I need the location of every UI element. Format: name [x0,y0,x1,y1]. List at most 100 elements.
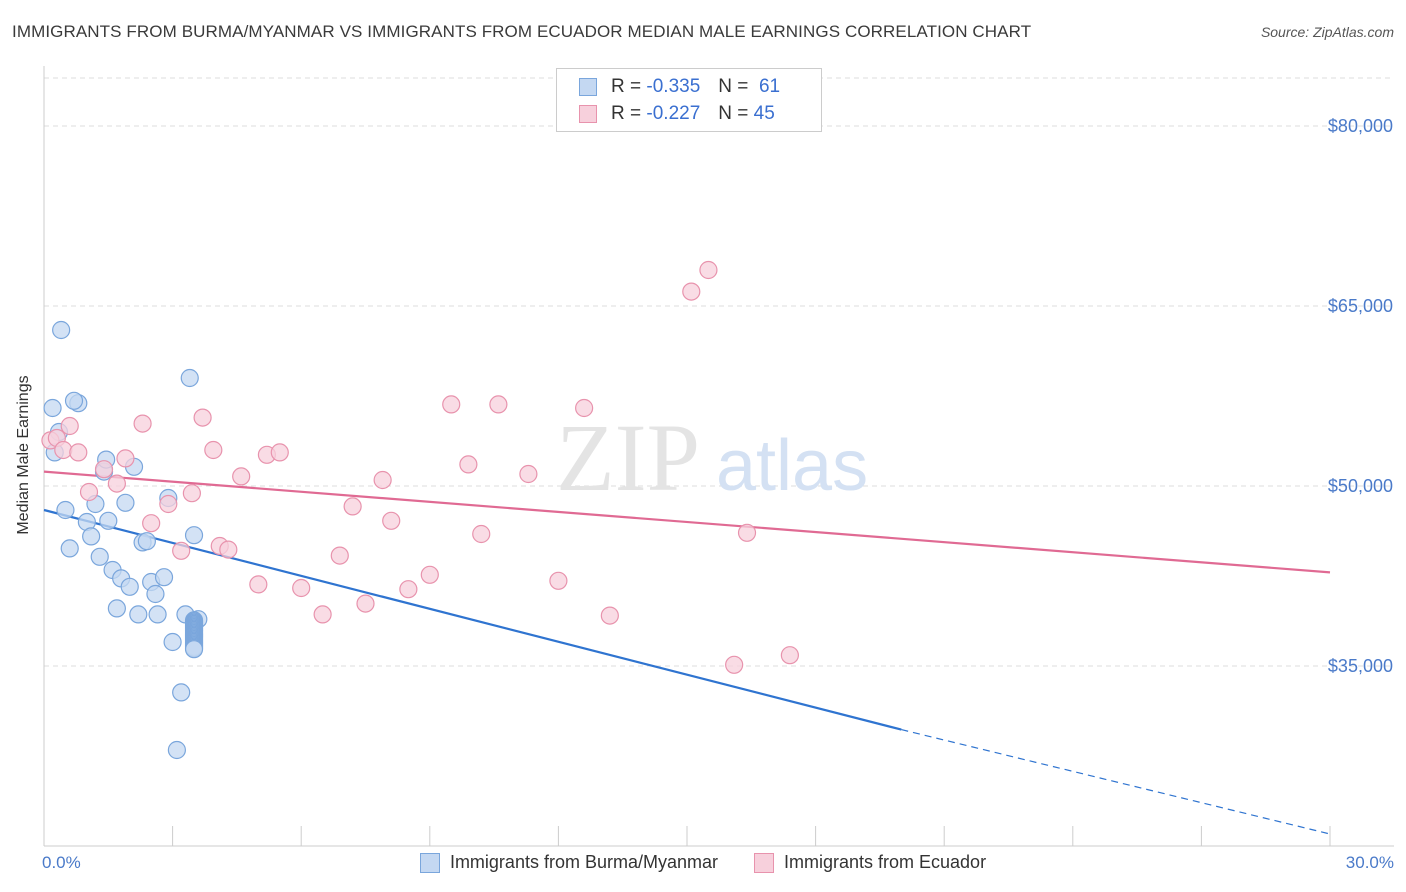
point-ecuador [420,565,439,584]
point-ecuador [343,497,362,516]
point-burma [146,584,165,604]
point-burma [90,547,109,566]
legend-r-label: R = [611,76,642,97]
point-burma [129,605,148,624]
legend-swatch-pink [579,105,597,123]
point-ecuador [699,260,718,280]
trendline-burma [43,508,902,731]
stats-legend: R = -0.335 N = 61 R = -0.227 N = 45 [556,68,822,132]
legend-swatch-pink [754,852,774,873]
legend-item-burma: Immigrants from Burma/Myanmar [419,852,718,873]
trend-lines [43,470,1331,835]
point-ecuador [60,416,79,436]
point-ecuador [116,449,135,468]
point-ecuador [575,398,594,418]
point-ecuador [356,594,375,613]
point-ecuador [54,440,73,460]
watermark-atlas: atlas [716,426,868,506]
legend-swatch-blue [419,852,440,873]
legend-n-value: 61 [758,76,781,97]
watermark-zip: ZIP [556,404,700,511]
point-ecuador [459,455,478,474]
point-ecuador [249,575,268,594]
point-ecuador [549,571,568,590]
point-ecuador [519,464,538,484]
tick-labels: $35,000 $50,000 $65,000 $80,000 0.0% 30.0% [42,116,1394,872]
point-ecuador [382,511,401,530]
point-burma [56,500,75,520]
point-burma [60,539,79,558]
data-points [41,260,799,760]
trendline-ecuador [43,470,1331,574]
point-ecuador [313,605,332,624]
point-ecuador [182,484,201,503]
legend-item-ecuador: Immigrants from Ecuador [754,852,986,873]
point-ecuador [725,655,744,674]
point-burma [120,577,139,596]
point-ecuador [472,524,491,544]
point-ecuador [204,440,223,460]
series-legend: Immigrants from Burma/Myanmar Immigrants… [0,852,1406,873]
legend-row-ecuador: R = -0.227 N = 45 [579,102,775,126]
x-tick-label: 30.0% [1346,853,1394,872]
x-tick-label: 0.0% [42,853,81,872]
legend-r-value: -0.227 [646,103,701,124]
point-burma [184,526,204,545]
point-ecuador [172,541,191,560]
point-ecuador [107,474,126,493]
point-burma [116,493,135,512]
watermark: ZIP atlas [556,404,868,511]
point-burma [82,527,101,546]
legend-label-ecuador: Immigrants from Ecuador [784,852,987,872]
y-tick-label: $50,000 [1328,476,1393,496]
gridlines [44,77,1394,667]
legend-label-burma: Immigrants from Burma/Myanmar [449,852,718,872]
point-burma [43,398,62,418]
legend-n-value: 45 [753,103,775,124]
legend-n-label: N = [718,103,749,124]
point-ecuador [442,395,461,414]
point-ecuador [489,395,508,414]
point-burma [180,368,199,388]
point-ecuador [94,460,114,479]
point-ecuador [270,443,289,462]
y-tick-label: $65,000 [1328,296,1393,316]
y-tick-label: $35,000 [1328,656,1393,676]
y-tick-label: $80,000 [1328,116,1393,136]
axes [43,66,1394,847]
point-burma [107,599,126,618]
point-burma [154,568,174,587]
point-ecuador [133,414,152,433]
legend-row-burma: R = -0.335 N = 61 [579,75,780,99]
point-ecuador [737,523,757,542]
point-ecuador [232,467,251,486]
point-ecuador [780,646,799,665]
trendline-burma-extension [901,729,1331,835]
point-ecuador [219,540,238,559]
point-ecuador [69,443,88,462]
point-burma [64,391,84,410]
point-burma [184,640,204,659]
chart-source: Source: ZipAtlas.com [1260,24,1394,40]
legend-n-label: N = [718,76,749,97]
point-ecuador [373,470,392,490]
legend-swatch-blue [579,78,597,96]
legend-r-label: R = [611,103,642,124]
point-ecuador [193,408,212,427]
point-ecuador [682,282,701,301]
point-burma [148,605,167,624]
point-ecuador [79,482,99,502]
point-ecuador [292,578,311,598]
legend-r-value: -0.335 [646,76,701,97]
point-burma [137,532,156,551]
point-ecuador [330,546,349,565]
point-ecuador [600,606,619,625]
point-ecuador [399,580,418,599]
point-burma [163,632,182,652]
chart-title: IMMIGRANTS FROM BURMA/MYANMAR VS IMMIGRA… [12,22,1032,41]
point-burma [52,320,71,340]
point-ecuador [159,494,178,514]
point-burma [167,740,186,760]
point-burma [99,511,118,530]
